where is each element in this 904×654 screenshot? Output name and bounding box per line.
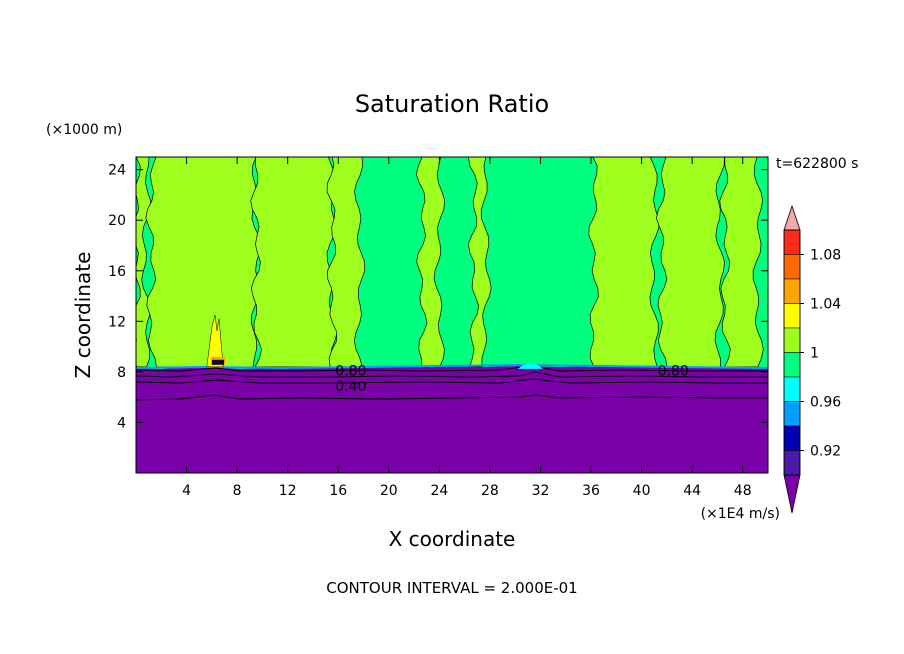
contour-lines	[136, 365, 768, 401]
x-tick-label: 48	[734, 483, 752, 499]
colorbar-swatch	[783, 254, 801, 280]
green-column	[250, 157, 338, 368]
x-tick-label: 4	[182, 483, 191, 499]
supersaturated-columns	[136, 157, 764, 368]
green-column	[588, 157, 660, 368]
colorbar-label: 0.96	[810, 395, 841, 411]
colorbar-bottom-arrow	[783, 474, 801, 514]
colorbar-swatch	[783, 278, 801, 304]
x-tick-label: 16	[329, 483, 347, 499]
y-axis-unit: (×1000 m)	[46, 122, 122, 138]
colorbar-label: 0.92	[810, 444, 841, 460]
x-axis-unit: (×1E4 m/s)	[701, 506, 780, 522]
green-column	[719, 157, 764, 368]
y-tick-label: 20	[108, 213, 126, 229]
y-tick-label: 24	[108, 163, 126, 179]
colorbar-swatch	[783, 229, 801, 255]
y-tick-label: 16	[108, 264, 126, 280]
contour-label: 0.80	[335, 364, 366, 380]
dark-core	[212, 359, 224, 365]
x-tick-label: 28	[481, 483, 499, 499]
x-tick-label: 44	[683, 483, 701, 499]
colorbar-swatch	[783, 425, 801, 451]
green-column	[656, 157, 725, 368]
x-tick-label: 40	[633, 483, 651, 499]
green-column	[467, 157, 492, 368]
cyan-patch	[517, 363, 544, 369]
contour-interval-footer: CONTOUR INTERVAL = 2.000E-01	[326, 579, 577, 597]
colorbar-swatch	[783, 401, 801, 427]
x-tick-label: 32	[532, 483, 550, 499]
x-tick-label: 24	[430, 483, 448, 499]
colorbar-swatch	[783, 376, 801, 402]
contour-labels: 0.800.400.80	[335, 364, 688, 395]
time-label: t=622800 s	[776, 156, 858, 172]
green-column	[136, 157, 152, 368]
x-tick-label: 12	[279, 483, 297, 499]
colorbar-swatch	[783, 303, 801, 329]
y-tick-label: 4	[117, 415, 126, 431]
contour-label: 0.80	[658, 364, 689, 380]
y-tick-label: 8	[117, 365, 126, 381]
colorbar-top-arrow	[783, 204, 801, 231]
x-tick-label: 20	[380, 483, 398, 499]
plot-frame	[135, 156, 769, 474]
colorbar: 1.08 1.04 1 0.96 0.92	[783, 204, 841, 514]
cyan-boundary-line	[136, 363, 768, 370]
colorbar-label: 1.04	[810, 297, 841, 313]
contour-label: 0.40	[335, 379, 366, 395]
y-axis: 4 8 12 16 20 24	[108, 163, 768, 431]
yellow-spike	[206, 314, 225, 368]
green-column	[145, 157, 262, 368]
x-axis: 4 8 12 16 20 24 28 32 36 40 44 48	[182, 157, 752, 499]
colorbar-swatch	[783, 327, 801, 353]
cyan-bump	[517, 363, 544, 369]
x-tick-label: 8	[233, 483, 242, 499]
y-tick-label: 12	[108, 314, 126, 330]
colorbar-swatch	[783, 450, 801, 476]
colorbar-label: 1.08	[810, 248, 841, 264]
dry-layer-band	[136, 366, 768, 473]
x-axis-title: X coordinate	[389, 527, 516, 551]
colorbar-label: 1	[810, 346, 819, 362]
colorbar-swatch	[783, 352, 801, 378]
y-axis-title: Z coordinate	[71, 252, 95, 379]
chart-title: Saturation Ratio	[355, 90, 549, 118]
supersaturation-spike	[206, 314, 224, 368]
x-tick-label: 36	[582, 483, 600, 499]
